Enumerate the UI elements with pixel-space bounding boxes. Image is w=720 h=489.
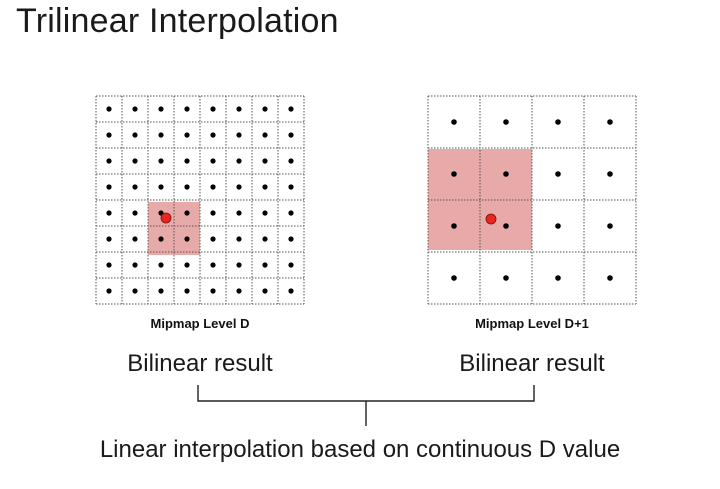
texel-dot: [106, 210, 112, 216]
texel-dot: [158, 288, 164, 294]
texel-dot: [451, 275, 457, 281]
texel-dot: [106, 262, 112, 268]
texel-dot: [288, 288, 294, 294]
texel-dot: [451, 171, 457, 177]
mipmap-level-d-grid: [95, 95, 305, 305]
texel-dot: [210, 184, 216, 190]
linear-interpolation-label: Linear interpolation based on continuous…: [99, 436, 621, 463]
texel-dot: [210, 262, 216, 268]
texel-dot: [503, 171, 509, 177]
bracket-connector: [197, 385, 535, 426]
texel-dot: [184, 262, 190, 268]
texel-dot: [106, 184, 112, 190]
texel-dot: [184, 288, 190, 294]
texel-dot: [106, 236, 112, 242]
mipmap-level-d1-grid: [427, 95, 637, 305]
texel-dot: [210, 210, 216, 216]
texel-dots-level-d1: [451, 119, 613, 281]
texel-dot: [262, 158, 268, 164]
texel-dot: [106, 158, 112, 164]
texel-dot: [288, 184, 294, 190]
texel-dot: [132, 210, 138, 216]
texel-dot: [158, 184, 164, 190]
texel-dot: [555, 119, 561, 125]
texel-dot: [262, 184, 268, 190]
texel-dot: [503, 223, 509, 229]
texel-dot: [132, 288, 138, 294]
texel-dot: [451, 119, 457, 125]
bilinear-result-level-d: Bilinear result: [127, 350, 273, 377]
mipmap-level-d-caption: Mipmap Level D: [150, 316, 250, 331]
texel-dot: [288, 236, 294, 242]
texel-dot: [184, 158, 190, 164]
texel-dot: [288, 132, 294, 138]
texel-dot: [236, 210, 242, 216]
texel-dot: [184, 132, 190, 138]
texel-dot: [210, 106, 216, 112]
texel-dot: [184, 236, 190, 242]
texel-dot: [262, 210, 268, 216]
texel-dot: [132, 106, 138, 112]
texel-dot: [106, 288, 112, 294]
texel-dot: [262, 288, 268, 294]
texel-dot: [236, 236, 242, 242]
texel-dot: [262, 262, 268, 268]
texel-dot: [555, 223, 561, 229]
texel-dot: [158, 132, 164, 138]
texel-dot: [132, 262, 138, 268]
texel-dot: [262, 106, 268, 112]
texel-dot: [132, 132, 138, 138]
texel-dot: [210, 132, 216, 138]
sample-point-level-d: [160, 212, 172, 224]
texel-dot: [236, 288, 242, 294]
texel-dot: [158, 106, 164, 112]
texel-dot: [184, 106, 190, 112]
texel-dot: [555, 171, 561, 177]
texel-dot: [288, 262, 294, 268]
texel-dot: [132, 236, 138, 242]
texel-dot: [184, 210, 190, 216]
texel-dot: [503, 119, 509, 125]
texel-dot: [288, 210, 294, 216]
texel-dot: [451, 223, 457, 229]
texel-dot: [132, 184, 138, 190]
texel-dot: [236, 106, 242, 112]
texel-dot: [210, 236, 216, 242]
texel-dots-level-d: [106, 106, 294, 294]
texel-dot: [236, 158, 242, 164]
texel-dot: [184, 184, 190, 190]
texel-dot: [106, 106, 112, 112]
texel-dot: [106, 132, 112, 138]
texel-dot: [288, 106, 294, 112]
texel-dot: [503, 275, 509, 281]
texel-dot: [262, 236, 268, 242]
texel-dot: [236, 132, 242, 138]
texel-dot: [262, 132, 268, 138]
slide-title: Trilinear Interpolation: [16, 2, 339, 40]
texel-dot: [236, 262, 242, 268]
texel-dot: [132, 158, 138, 164]
texel-dot: [607, 275, 613, 281]
grid-lines-level-d: [95, 95, 305, 305]
texel-dot: [555, 275, 561, 281]
texel-dot: [210, 288, 216, 294]
texel-dot: [158, 236, 164, 242]
texel-dot: [236, 184, 242, 190]
texel-dot: [210, 158, 216, 164]
mipmap-level-d1-caption: Mipmap Level D+1: [475, 316, 589, 331]
texel-dot: [288, 158, 294, 164]
texel-dot: [607, 171, 613, 177]
texel-dot: [607, 223, 613, 229]
texel-dot: [607, 119, 613, 125]
texel-dot: [158, 262, 164, 268]
bilinear-result-level-d1: Bilinear result: [459, 350, 605, 377]
sample-point-level-d1: [485, 213, 497, 225]
texel-dot: [158, 158, 164, 164]
